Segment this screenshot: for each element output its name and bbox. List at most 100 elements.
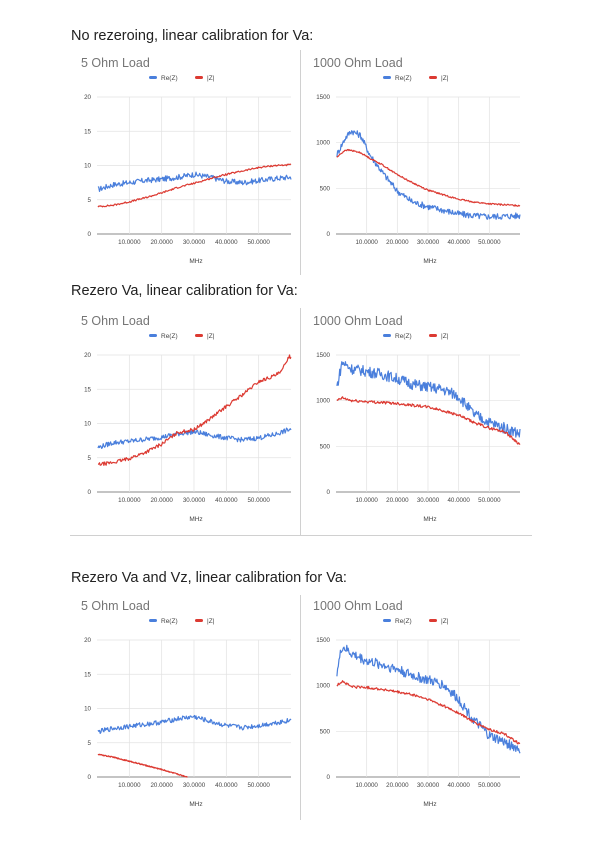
legend-label-1: Re(Z) bbox=[161, 333, 178, 340]
legend-swatch-2 bbox=[195, 334, 203, 337]
y-tick-label: 5 bbox=[88, 740, 92, 747]
legend-label-2: |Z| bbox=[441, 618, 449, 625]
series-line-abs-z bbox=[97, 163, 292, 208]
x-tick-label: 40.0000 bbox=[447, 239, 470, 246]
chart-title: 5 Ohm Load bbox=[81, 599, 150, 613]
chart-svg: 1000 Ohm Load Re(Z) |Z| 0 500 1000 1500 10.0000… bbox=[313, 56, 521, 265]
x-tick-label: 30.0000 bbox=[417, 782, 440, 789]
legend-swatch-2 bbox=[195, 76, 203, 79]
x-tick-label: 50.0000 bbox=[478, 239, 501, 246]
legend-swatch-2 bbox=[429, 334, 437, 337]
x-tick-label: 30.0000 bbox=[183, 497, 206, 504]
x-tick-label: 10.0000 bbox=[118, 239, 141, 246]
vertical-divider-2 bbox=[300, 308, 301, 535]
y-tick-label: 1500 bbox=[316, 94, 330, 101]
chart-svg: 1000 Ohm Load Re(Z) |Z| 0 500 1000 1500 10.0000… bbox=[313, 314, 521, 523]
chart-panel-2: 1000 Ohm Load Re(Z) |Z| 0 500 1000 1500 10.0000… bbox=[302, 55, 534, 275]
x-tick-label: 10.0000 bbox=[355, 497, 378, 504]
x-tick-label: 50.0000 bbox=[478, 782, 501, 789]
chart-legend: Re(Z) |Z| bbox=[383, 75, 449, 82]
chart-legend: Re(Z) |Z| bbox=[383, 618, 449, 625]
series-line-abs-z bbox=[336, 148, 521, 207]
y-tick-label: 15 bbox=[84, 671, 91, 678]
y-tick-label: 1000 bbox=[316, 140, 330, 147]
x-tick-label: 20.0000 bbox=[386, 782, 409, 789]
x-tick-label: 30.0000 bbox=[417, 497, 440, 504]
y-tick-label: 1500 bbox=[316, 637, 330, 644]
horizontal-divider-2 bbox=[70, 535, 532, 536]
chart-legend: Re(Z) |Z| bbox=[149, 333, 215, 340]
chart-panel-1: 5 Ohm Load Re(Z) |Z| 0 5 10 15 20 10.0000 20.0000… bbox=[70, 55, 302, 275]
chart-title: 5 Ohm Load bbox=[81, 56, 150, 70]
x-tick-label: 10.0000 bbox=[118, 782, 141, 789]
series-line-abs-z bbox=[336, 396, 521, 445]
legend-label-1: Re(Z) bbox=[395, 618, 412, 625]
chart-svg: 5 Ohm Load Re(Z) |Z| 0 5 10 15 20 10.0000 20.0000… bbox=[81, 599, 292, 808]
legend-swatch-1 bbox=[383, 76, 391, 79]
x-tick-label: 40.0000 bbox=[447, 497, 470, 504]
y-tick-label: 5 bbox=[88, 455, 92, 462]
legend-label-2: |Z| bbox=[207, 333, 215, 340]
legend-label-1: Re(Z) bbox=[395, 333, 412, 340]
x-tick-label: 10.0000 bbox=[355, 239, 378, 246]
x-axis-label: MHz bbox=[423, 516, 436, 523]
legend-swatch-1 bbox=[149, 334, 157, 337]
x-tick-label: 30.0000 bbox=[183, 239, 206, 246]
legend-swatch-2 bbox=[195, 619, 203, 622]
chart-legend: Re(Z) |Z| bbox=[149, 75, 215, 82]
x-axis-label: MHz bbox=[189, 801, 202, 808]
y-tick-label: 0 bbox=[88, 231, 92, 238]
y-tick-label: 15 bbox=[84, 386, 91, 393]
series-line-re-z bbox=[336, 130, 521, 220]
legend-label-2: |Z| bbox=[441, 333, 449, 340]
y-tick-label: 1000 bbox=[316, 683, 330, 690]
x-tick-label: 40.0000 bbox=[215, 239, 238, 246]
x-axis-label: MHz bbox=[189, 258, 202, 265]
x-tick-label: 30.0000 bbox=[183, 782, 206, 789]
series-line-abs-z bbox=[336, 680, 521, 745]
y-tick-label: 0 bbox=[88, 489, 92, 496]
vertical-divider-1 bbox=[300, 50, 301, 275]
series-line-abs-z bbox=[97, 753, 188, 778]
series-line-re-z bbox=[336, 361, 521, 438]
y-tick-label: 10 bbox=[84, 706, 91, 713]
vertical-divider-3 bbox=[300, 595, 301, 820]
y-tick-label: 500 bbox=[320, 443, 331, 450]
legend-swatch-1 bbox=[383, 334, 391, 337]
chart-legend: Re(Z) |Z| bbox=[383, 333, 449, 340]
chart-title: 5 Ohm Load bbox=[81, 314, 150, 328]
chart-panel-3: 5 Ohm Load Re(Z) |Z| 0 5 10 15 20 10.0000 20.0000… bbox=[70, 313, 302, 533]
y-tick-label: 0 bbox=[327, 231, 331, 238]
x-tick-label: 10.0000 bbox=[355, 782, 378, 789]
x-tick-label: 20.0000 bbox=[150, 497, 173, 504]
y-tick-label: 0 bbox=[327, 489, 331, 496]
section-heading-2: Rezero Va, linear calibration for Va: bbox=[71, 283, 298, 299]
legend-label-2: |Z| bbox=[207, 618, 215, 625]
chart-panel-4: 1000 Ohm Load Re(Z) |Z| 0 500 1000 1500 10.0000… bbox=[302, 313, 534, 533]
chart-title: 1000 Ohm Load bbox=[313, 599, 403, 613]
chart-legend: Re(Z) |Z| bbox=[149, 618, 215, 625]
legend-swatch-2 bbox=[429, 76, 437, 79]
x-tick-label: 50.0000 bbox=[247, 239, 270, 246]
y-tick-label: 0 bbox=[88, 774, 92, 781]
legend-swatch-1 bbox=[383, 619, 391, 622]
chart-title: 1000 Ohm Load bbox=[313, 56, 403, 70]
legend-label-2: |Z| bbox=[207, 75, 215, 82]
y-tick-label: 10 bbox=[84, 421, 91, 428]
legend-label-1: Re(Z) bbox=[395, 75, 412, 82]
section-heading-1: No rezeroing, linear calibration for Va: bbox=[71, 28, 314, 44]
y-tick-label: 500 bbox=[320, 185, 331, 192]
series-line-re-z bbox=[336, 644, 521, 754]
legend-label-1: Re(Z) bbox=[161, 75, 178, 82]
x-tick-label: 10.0000 bbox=[118, 497, 141, 504]
y-tick-label: 20 bbox=[84, 637, 91, 644]
x-tick-label: 30.0000 bbox=[417, 239, 440, 246]
chart-title: 1000 Ohm Load bbox=[313, 314, 403, 328]
x-axis-label: MHz bbox=[189, 516, 202, 523]
x-tick-label: 40.0000 bbox=[447, 782, 470, 789]
x-axis-label: MHz bbox=[423, 801, 436, 808]
y-tick-label: 20 bbox=[84, 94, 91, 101]
series-line-abs-z bbox=[97, 354, 292, 466]
y-tick-label: 10 bbox=[84, 163, 91, 170]
x-tick-label: 20.0000 bbox=[386, 239, 409, 246]
